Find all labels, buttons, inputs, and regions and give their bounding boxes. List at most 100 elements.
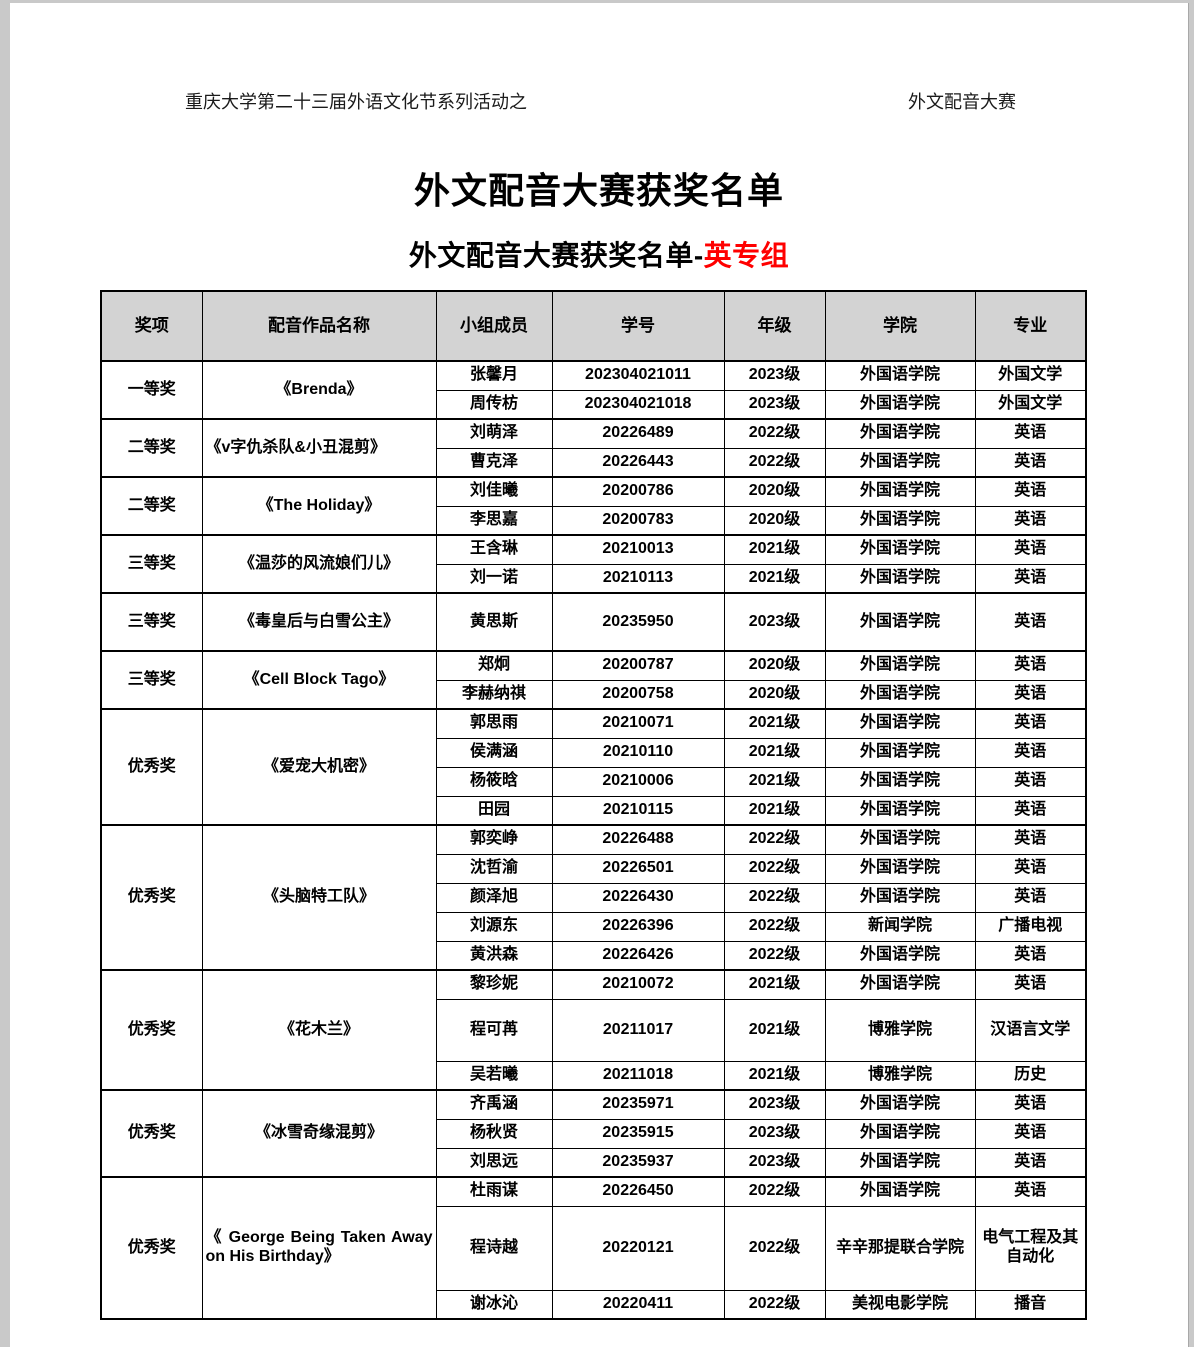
student-id-cell: 20235950 <box>551 592 725 652</box>
college-cell: 外国语学院 <box>824 650 976 681</box>
member-name-cell: 郑炯 <box>435 650 553 681</box>
college-cell: 外国语学院 <box>824 505 976 536</box>
student-id-cell: 20200758 <box>551 679 725 710</box>
award-cell: 优秀奖 <box>100 1176 203 1320</box>
grade-cell: 2023级 <box>723 1118 826 1149</box>
major-cell: 英语 <box>974 853 1087 884</box>
grade-cell: 2022级 <box>723 882 826 913</box>
student-id-cell: 20211017 <box>551 998 725 1062</box>
member-name-cell: 谢冰沁 <box>435 1289 553 1320</box>
member-name-cell: 李赫纳祺 <box>435 679 553 710</box>
student-id-cell: 20226450 <box>551 1176 725 1207</box>
table-row: 三等奖 《毒皇后与白雪公主》 黄思斯 20235950 2023级 外国语学院 英语 <box>100 592 1087 652</box>
grade-cell: 2021级 <box>723 969 826 1000</box>
college-cell: 新闻学院 <box>824 911 976 942</box>
major-cell: 英语 <box>974 1176 1087 1207</box>
work-title-cell: 《The Holiday》 <box>201 476 437 536</box>
member-name-cell: 李思嘉 <box>435 505 553 536</box>
college-cell: 美视电影学院 <box>824 1289 976 1320</box>
grade-cell: 2023级 <box>723 1089 826 1120</box>
student-id-cell: 20235937 <box>551 1147 725 1178</box>
student-id-cell: 20210110 <box>551 737 725 768</box>
college-cell: 博雅学院 <box>824 998 976 1062</box>
major-cell: 英语 <box>974 882 1087 913</box>
member-name-cell: 杨秋贤 <box>435 1118 553 1149</box>
student-id-cell: 20200783 <box>551 505 725 536</box>
college-cell: 外国语学院 <box>824 1147 976 1178</box>
grade-cell: 2021级 <box>723 1060 826 1091</box>
award-cell: 一等奖 <box>100 360 203 420</box>
major-cell: 英语 <box>974 969 1087 1000</box>
table-row: 优秀奖《 George Being Taken Away on His Birt… <box>100 1176 1087 1320</box>
grade-cell: 2021级 <box>723 534 826 565</box>
column-header-college: 学院 <box>824 290 976 362</box>
major-cell: 英语 <box>974 447 1087 478</box>
college-cell: 外国语学院 <box>824 1089 976 1120</box>
student-id-cell: 20210006 <box>551 766 725 797</box>
major-cell: 英语 <box>974 563 1087 594</box>
member-name-cell: 杨筱晗 <box>435 766 553 797</box>
grade-cell: 2023级 <box>723 1147 826 1178</box>
award-cell: 三等奖 <box>100 534 203 594</box>
college-cell: 外国语学院 <box>824 1118 976 1149</box>
column-header-work-title: 配音作品名称 <box>201 290 437 362</box>
grade-cell: 2021级 <box>723 795 826 826</box>
page-title: 外文配音大赛获奖名单 <box>413 170 784 211</box>
student-id-cell: 20226443 <box>551 447 725 478</box>
major-cell: 英语 <box>974 708 1087 739</box>
grade-cell: 2022级 <box>723 418 826 449</box>
table-row: 程诗越 20220121 2022级 辛辛那提联合学院 电气工程及其自动化 <box>101 1205 1087 1291</box>
work-title-cell: 《温莎的风流娘们儿》 <box>201 534 437 594</box>
major-cell: 英语 <box>974 1118 1087 1149</box>
grade-cell: 2021级 <box>723 563 826 594</box>
table-row: 优秀奖 《冰雪奇缘混剪》 齐禹涵 20235971 2023级 外国语学院 英语 <box>100 1089 1087 1178</box>
major-cell: 历史 <box>974 1060 1087 1091</box>
major-cell: 广播电视 <box>974 911 1087 942</box>
member-name-cell: 张馨月 <box>435 360 553 391</box>
grade-cell: 2023级 <box>723 360 826 391</box>
college-cell: 外国语学院 <box>824 969 976 1000</box>
member-name-cell: 刘萌泽 <box>435 418 553 449</box>
student-id-cell: 20235971 <box>551 1089 725 1120</box>
student-id-cell: 20210071 <box>551 708 725 739</box>
grade-cell: 2022级 <box>723 824 826 855</box>
column-header-member: 小组成员 <box>435 290 553 362</box>
award-cell: 优秀奖 <box>100 969 203 1091</box>
member-name-cell: 刘一诺 <box>435 563 553 594</box>
column-header-award: 奖项 <box>100 290 203 362</box>
member-name-cell: 侯满涵 <box>435 737 553 768</box>
student-id-cell: 20210072 <box>551 969 725 1000</box>
member-name-cell: 黎珍妮 <box>435 969 553 1000</box>
major-cell: 外国文学 <box>974 389 1087 420</box>
page-subtitle-prefix: 外文配音大赛获奖名单- <box>408 240 704 271</box>
member-name-cell: 颜泽旭 <box>435 882 553 913</box>
member-name-cell: 王含琳 <box>435 534 553 565</box>
student-id-cell: 20200787 <box>551 650 725 681</box>
document-page: 重庆大学第二十三届外语文化节系列活动之 外文配音大赛 外文配音大赛获奖名单 外文… <box>10 3 1189 1347</box>
student-id-cell: 20220121 <box>551 1205 725 1291</box>
page-subtitle: 外文配音大赛获奖名单-英专组 <box>10 234 1188 274</box>
member-name-cell: 刘源东 <box>435 911 553 942</box>
table-row: 二等奖 《v字仇杀队&小丑混剪》 刘萌泽 20226489 2022级 外国语学院 英语 <box>100 418 1087 478</box>
member-name-cell: 刘佳曦 <box>435 476 553 507</box>
college-cell: 外国语学院 <box>824 853 976 884</box>
running-header: 重庆大学第二十三届外语文化节系列活动之 外文配音大赛 <box>185 88 1016 114</box>
column-header-major: 专业 <box>974 290 1087 362</box>
running-header-left: 重庆大学第二十三届外语文化节系列活动之 <box>185 92 527 112</box>
member-name-cell: 郭思雨 <box>435 708 553 739</box>
column-header-student-id: 学号 <box>551 290 725 362</box>
grade-cell: 2020级 <box>723 679 826 710</box>
grade-cell: 2023级 <box>723 389 826 420</box>
grade-cell: 2022级 <box>723 911 826 942</box>
college-cell: 外国语学院 <box>824 708 976 739</box>
running-header-right: 外文配音大赛 <box>908 92 1016 112</box>
grade-cell: 2021级 <box>723 998 826 1062</box>
member-name-cell: 程诗越 <box>435 1205 553 1291</box>
table-row: 周传枋 202304021018 2023级 外国语学院 外国文学 <box>101 389 1087 420</box>
member-name-cell: 郭奕峥 <box>435 824 553 855</box>
college-cell: 外国语学院 <box>824 447 976 478</box>
college-cell: 外国语学院 <box>824 679 976 710</box>
major-cell: 英语 <box>974 650 1087 681</box>
table-row: 优秀奖 《爱宠大机密》 郭思雨 20210071 2021级 外国语学院 英语 <box>100 708 1087 826</box>
award-cell: 二等奖 <box>100 476 203 536</box>
